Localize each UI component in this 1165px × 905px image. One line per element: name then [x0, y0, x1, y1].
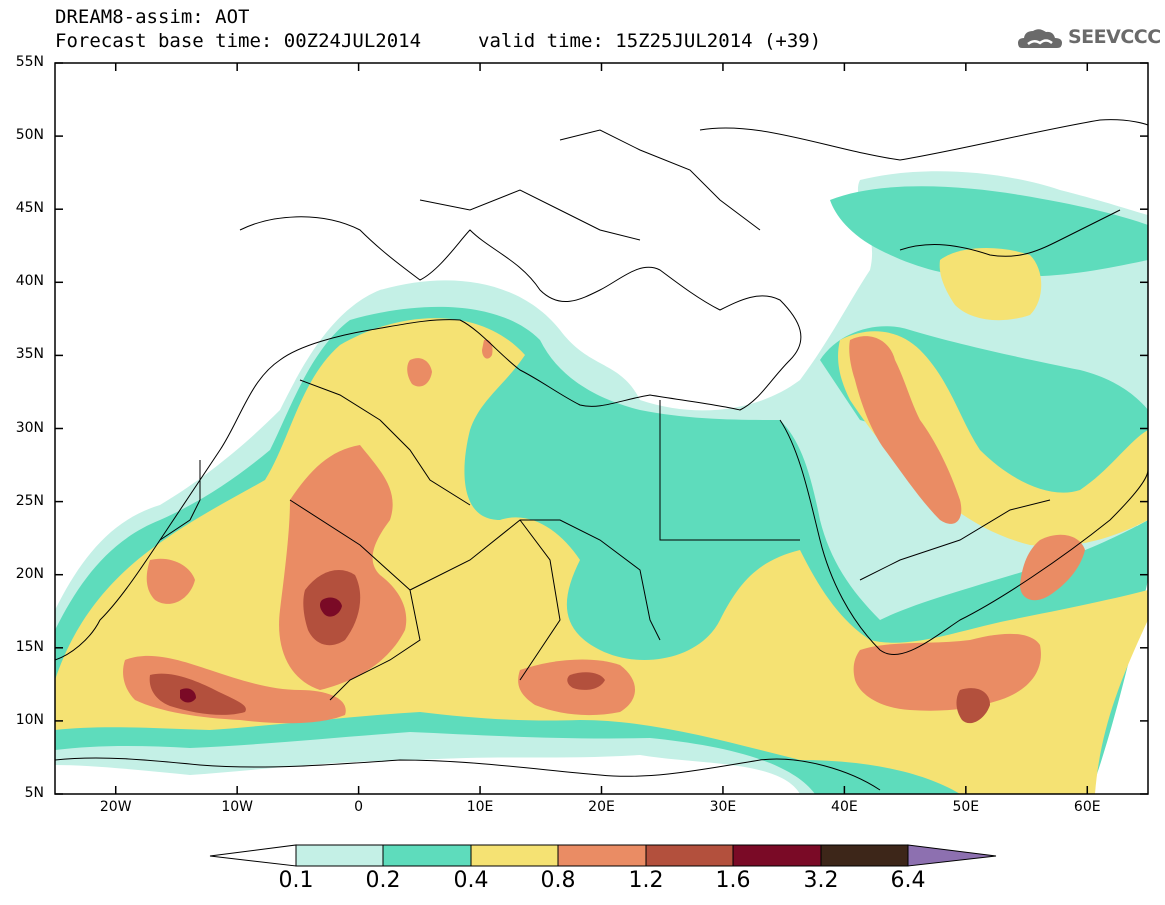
colorbar-label: 0.1 — [278, 868, 314, 893]
colorbar-min-arrow — [209, 844, 297, 867]
cloud-icon — [1018, 29, 1062, 48]
longitude-label: 50E — [952, 799, 980, 815]
longitude-label: 40E — [831, 799, 858, 815]
latitude-label: 30N — [15, 419, 44, 436]
forecast-base-time: Forecast base time: 00Z24JUL2014 — [55, 30, 422, 52]
colorbar-segment — [382, 844, 472, 867]
latitude-label: 40N — [15, 273, 44, 290]
colorbar-segment — [732, 844, 822, 867]
logo-text: SEEVCCC — [1068, 26, 1161, 48]
longitude-label: 20E — [588, 799, 615, 815]
colorbar-label: 0.2 — [365, 868, 401, 893]
colorbar-label: 1.2 — [628, 868, 664, 893]
latitude-label: 25N — [15, 492, 44, 509]
colorbar-segment — [820, 844, 909, 867]
coastlines — [55, 119, 1148, 791]
longitude-label: 60E — [1073, 799, 1101, 815]
longitude-label: 20W — [99, 799, 132, 815]
colorbar-segment — [557, 844, 647, 867]
axis-ticks — [55, 62, 1148, 795]
aot-level-1-6 — [180, 597, 342, 703]
latitude-label: 50N — [15, 127, 44, 144]
colorbar-label: 3.2 — [803, 868, 839, 893]
colorbar-segment — [470, 844, 559, 867]
longitude-label: 0 — [354, 799, 364, 815]
colorbar-segment — [295, 844, 384, 867]
latitude-label: 20N — [15, 565, 44, 582]
aot-field — [55, 171, 1148, 794]
latitude-label: 45N — [15, 200, 44, 217]
colorbar-label: 1.6 — [715, 868, 751, 893]
longitude-label: 30E — [709, 799, 737, 815]
colorbar-label: 0.4 — [453, 868, 489, 893]
latitude-label: 35N — [15, 346, 44, 363]
latitude-label: 5N — [24, 785, 44, 801]
colorbar-label: 0.8 — [540, 868, 576, 893]
colorbar-segment — [645, 844, 734, 867]
colorbar-label: 6.4 — [890, 868, 926, 893]
latitude-label: 55N — [15, 54, 44, 70]
latitude-label: 10N — [15, 711, 44, 728]
longitude-label: 10W — [221, 799, 253, 815]
longitude-label: 10E — [466, 799, 494, 815]
chart-title: DREAM8-assim: AOT — [55, 6, 250, 28]
colorbar-max-arrow — [907, 844, 997, 867]
valid-time: valid time: 15Z25JUL2014 (+39) — [478, 30, 822, 52]
latitude-label: 15N — [15, 638, 44, 655]
